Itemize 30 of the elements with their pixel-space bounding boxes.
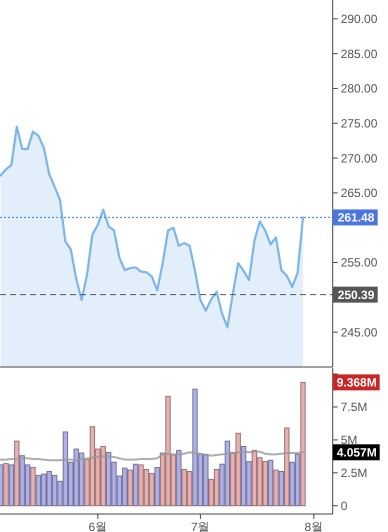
ref-line-label: 250.39 xyxy=(338,288,375,302)
bar xyxy=(176,450,182,506)
bar xyxy=(278,470,284,506)
y-tick-label: 255.00 xyxy=(340,256,378,270)
y-tick-label: 275.00 xyxy=(340,116,378,130)
y-tick-label: 290.00 xyxy=(340,12,378,26)
bar xyxy=(273,470,279,506)
bar xyxy=(30,467,36,506)
text: 4.057M xyxy=(336,445,377,460)
bar xyxy=(132,464,138,506)
text: 9.368M xyxy=(336,376,377,390)
y-tick-label: 285.00 xyxy=(340,46,378,61)
bar xyxy=(127,470,133,506)
y-tick-label: 265.00 xyxy=(340,186,378,200)
bar xyxy=(300,382,306,506)
y-tick-label: 270.00 xyxy=(340,151,378,166)
bar xyxy=(284,428,290,506)
y-tick-label: 280.00 xyxy=(340,82,378,96)
bar xyxy=(8,464,14,506)
bar xyxy=(268,460,274,506)
bar xyxy=(154,467,160,506)
line-series xyxy=(0,450,304,462)
y-tick-label: 7.5M xyxy=(340,400,368,414)
y-tick-label: 2.5M xyxy=(340,466,368,480)
y-tick-label: 5M xyxy=(340,433,358,448)
bar xyxy=(14,440,20,506)
y-tick-label: 0 xyxy=(340,498,348,513)
ref-line-label: 261.48 xyxy=(338,210,375,225)
bar xyxy=(3,463,9,506)
y-tick-label: 245.00 xyxy=(340,325,378,340)
